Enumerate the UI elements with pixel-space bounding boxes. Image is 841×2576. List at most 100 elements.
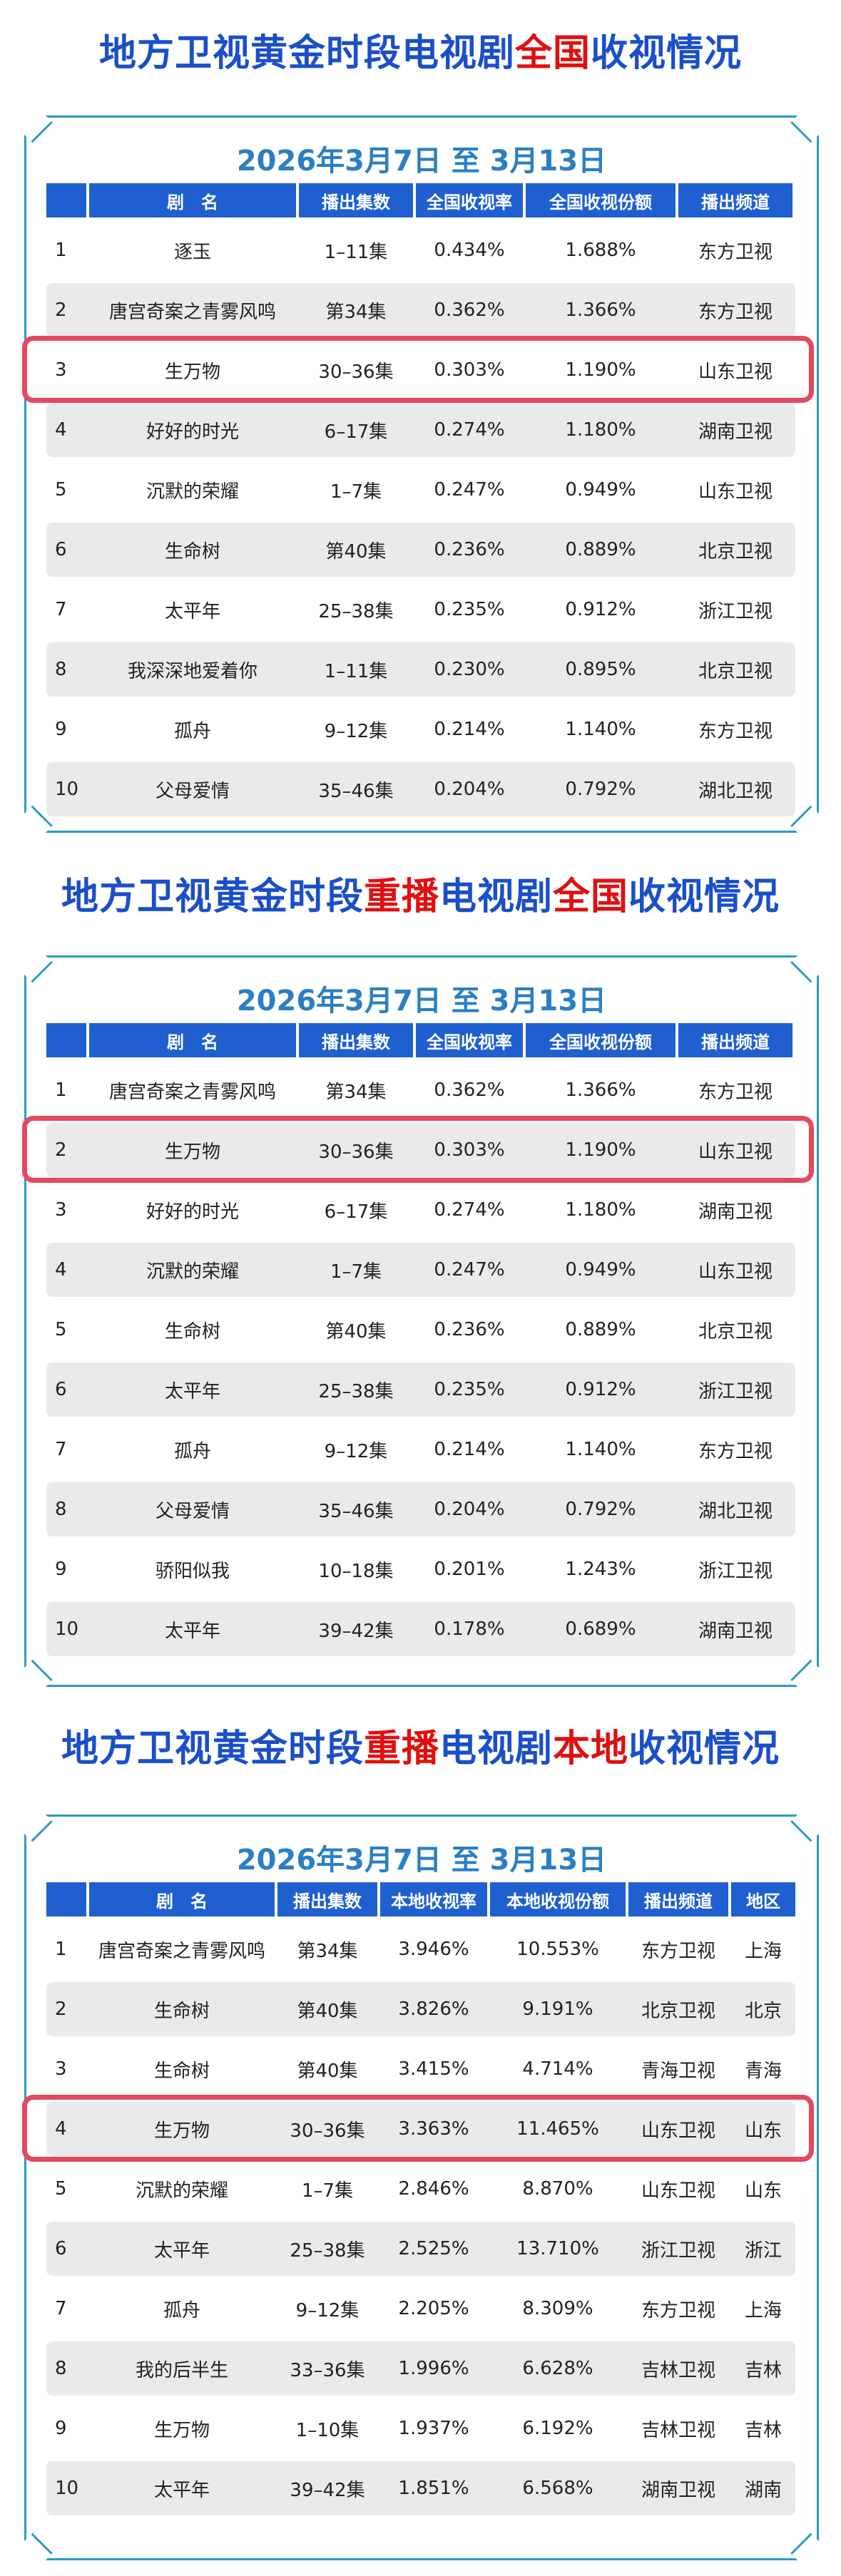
table-row: 4 生万物 30–36集 3.363% 11.465% 山东卫视 山东 (46, 2102, 795, 2156)
title-cell: 太平年 (153, 2239, 210, 2262)
rating-cell: 2.525% (398, 2238, 469, 2259)
table-row: 7 孤舟 9–12集 0.214% 1.140% 东方卫视 (46, 1422, 795, 1477)
table-row: 5 生命树 第40集 0.236% 0.889% 北京卫视 (46, 1303, 795, 1357)
channel-cell: 山东卫视 (698, 1141, 773, 1163)
table-row: 8 我深深地爱着你 1–11集 0.230% 0.895% 北京卫视 (46, 642, 795, 697)
title-cell: 好好的时光 (146, 421, 239, 443)
channel-cell: 湖南卫视 (698, 421, 773, 443)
title-cell: 骄阳似我 (155, 1560, 230, 1582)
rank-cell: 3 (55, 1199, 67, 1221)
share-cell: 1.190% (565, 359, 636, 381)
rating-cell: 0.303% (434, 1139, 505, 1161)
share-cell: 1.180% (565, 1199, 636, 1221)
highlight-frame (22, 336, 814, 403)
header-episodes-cell: 播出集数 (299, 183, 413, 217)
title-cell: 我的后半生 (135, 2359, 228, 2381)
title-cell: 生万物 (164, 361, 220, 383)
channel-cell: 湖南卫视 (698, 1620, 773, 1642)
table-row: 4 好好的时光 6–17集 0.274% 1.180% 湖南卫视 (46, 403, 795, 457)
share-cell: 0.912% (565, 599, 636, 620)
episodes-cell: 10–18集 (318, 1560, 394, 1582)
share-cell: 0.792% (565, 779, 636, 800)
rating-cell: 2.846% (398, 2178, 469, 2200)
header-channel-cell: 播出频道 (678, 183, 792, 217)
rating-cell: 0.201% (434, 1559, 505, 1580)
rank-cell: 3 (55, 359, 67, 381)
share-cell: 1.366% (565, 299, 636, 321)
channel-cell: 山东卫视 (698, 1261, 773, 1283)
date-range: 2026年3月7日 至 3月13日 (236, 985, 607, 1017)
header-title-cell: 剧 名 (89, 1023, 296, 1057)
rating-cell: 0.303% (434, 359, 505, 381)
title-cell: 生命树 (153, 2000, 210, 2022)
rating-cell: 0.178% (434, 1618, 505, 1640)
episodes-cell: 1–10集 (295, 2419, 360, 2441)
share-cell: 4.714% (522, 2058, 593, 2080)
table-row: 4 沉默的荣耀 1–7集 0.247% 0.949% 山东卫视 (46, 1243, 795, 1297)
share-cell: 0.889% (565, 539, 636, 560)
date-range: 2026年3月7日 至 3月13日 (236, 1844, 607, 1877)
header-title-cell: 剧 名 (89, 1882, 275, 1916)
table-row: 9 孤舟 9–12集 0.214% 1.140% 东方卫视 (46, 702, 795, 756)
section-title-3: 地方卫视黄金时段重播电视剧本地收视情况 (61, 1727, 780, 1770)
header-rating-cell: 全国收视率 (416, 1023, 523, 1057)
channel-cell: 北京卫视 (698, 540, 773, 563)
share-cell: 0.949% (565, 1259, 636, 1281)
episodes-cell: 第40集 (297, 2060, 358, 2082)
rating-cell: 0.230% (434, 659, 505, 680)
table-body: 1 唐宫奇案之青雾风鸣 第34集 3.946% 10.553% 东方卫视 上海 2 生命树 第40… (46, 1916, 795, 2515)
share-cell: 1.190% (565, 1139, 636, 1161)
rank-cell: 1 (55, 1939, 67, 1960)
share-cell: 1.140% (565, 719, 636, 740)
episodes-cell: 30–36集 (318, 361, 394, 383)
title-cell: 我深深地爱着你 (127, 660, 258, 682)
episodes-cell: 第40集 (297, 2000, 358, 2022)
channel-cell: 山东卫视 (641, 2180, 715, 2202)
episodes-cell: 25–38集 (318, 600, 394, 622)
rating-cell: 0.236% (434, 539, 505, 560)
rank-cell: 7 (55, 2298, 67, 2319)
rank-cell: 6 (55, 539, 67, 560)
rank-cell: 2 (55, 1139, 67, 1161)
channel-cell: 浙江卫视 (698, 1560, 773, 1582)
table-row: 10 太平年 39–42集 0.178% 0.689% 湖南卫视 (46, 1602, 795, 1656)
rating-cell: 0.274% (434, 1199, 505, 1221)
header-rating-cell: 全国收视率 (416, 183, 523, 217)
table-row: 6 太平年 25–38集 2.525% 13.710% 浙江卫视 浙江 (46, 2222, 795, 2276)
title-cell: 父母爱情 (155, 1500, 230, 1522)
region-cell: 吉林 (744, 2359, 782, 2381)
region-cell: 山东 (744, 2180, 782, 2202)
table-card-2: 2026年3月7日 至 3月13日 剧 名播出集数 全国收视率 全国收视份额 播出频道… (11, 940, 832, 1702)
header-rank-cell (46, 183, 86, 217)
episodes-cell: 第34集 (325, 1081, 387, 1103)
rating-cell: 1.996% (398, 2358, 469, 2379)
table-row: 7 孤舟 9–12集 2.205% 8.309% 东方卫视 上海 (46, 2282, 795, 2336)
rank-cell: 6 (55, 2238, 67, 2259)
channel-cell: 山东卫视 (641, 2120, 715, 2142)
table-row: 9 生万物 1–10集 1.937% 6.192% 吉林卫视 吉林 (46, 2401, 795, 2456)
header-title-cell: 剧 名 (89, 183, 296, 217)
date-range: 2026年3月7日 至 3月13日 (236, 145, 607, 178)
episodes-cell: 25–38集 (318, 1380, 394, 1402)
episodes-cell: 9–12集 (295, 2299, 360, 2321)
title-cell: 唐宫奇案之青雾风鸣 (98, 1940, 265, 1962)
header-share-cell: 本地收视份额 (490, 1882, 626, 1916)
table-row: 3 生万物 30–36集 0.303% 1.190% 山东卫视 (46, 343, 795, 397)
rating-cell: 0.362% (434, 299, 505, 321)
title-cell: 生万物 (153, 2419, 210, 2441)
highlight-frame (22, 1116, 814, 1183)
channel-cell: 湖南卫视 (641, 2479, 715, 2501)
share-cell: 1.366% (565, 1079, 636, 1101)
header-rank-cell (46, 1882, 86, 1916)
channel-cell: 湖北卫视 (698, 780, 773, 802)
episodes-cell: 第34集 (325, 301, 387, 323)
episodes-cell: 30–36集 (290, 2120, 365, 2142)
table-row: 3 生命树 第40集 3.415% 4.714% 青海卫视 青海 (46, 2042, 795, 2096)
share-cell: 10.553% (516, 1939, 599, 1960)
rank-cell: 7 (55, 599, 67, 620)
rating-cell: 1.937% (398, 2418, 469, 2439)
table-header: 剧 名播出集数 本地收视率 本地收视份额 播出频道 地区 (46, 1882, 795, 1916)
title-cell: 沉默的荣耀 (146, 1261, 239, 1283)
rating-cell: 0.235% (434, 599, 505, 620)
rank-cell: 5 (55, 479, 67, 501)
